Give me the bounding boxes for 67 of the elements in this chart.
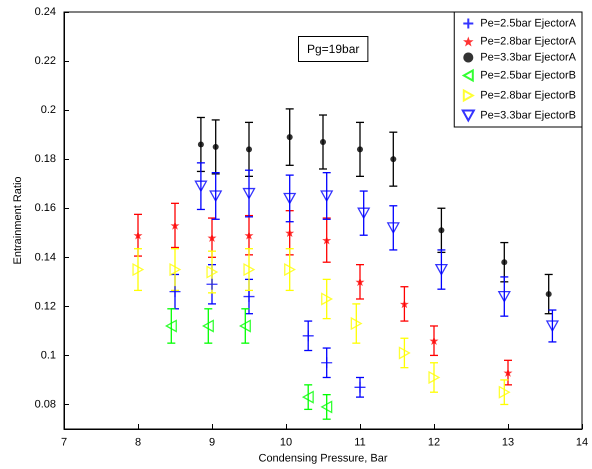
point — [302, 330, 314, 342]
point — [210, 190, 222, 202]
y-tick-label: 0.14 — [34, 251, 56, 264]
x-axis-title: Condensing Pressure, Bar — [258, 452, 388, 464]
y-tick-label: 0.22 — [34, 55, 56, 68]
point — [132, 263, 144, 276]
point — [212, 144, 219, 150]
point — [320, 356, 333, 369]
point — [350, 317, 362, 330]
x-tick-label: 13 — [502, 436, 514, 448]
annotation: Pg=19bar — [307, 42, 360, 56]
y-tick-label: 0.16 — [34, 202, 56, 214]
point — [206, 278, 218, 290]
y-tick-label: 0.24 — [34, 6, 56, 18]
point — [501, 259, 508, 266]
legend-label: Pe=3.3bar EjectorA — [480, 52, 577, 64]
x-tick-label: 8 — [134, 436, 142, 448]
point — [435, 264, 448, 276]
x-tick-label: 11 — [354, 436, 366, 448]
point — [302, 390, 314, 404]
legend-label: Pe=2.5bar EjectorB — [480, 70, 576, 82]
x-tick-label: 9 — [208, 436, 216, 448]
point — [320, 139, 326, 146]
point — [242, 290, 256, 303]
legend-label: Pe=3.3bar EjectorB — [480, 110, 576, 122]
point — [243, 263, 255, 276]
point — [194, 180, 208, 192]
point — [438, 227, 444, 234]
point — [354, 381, 366, 394]
point — [498, 386, 510, 398]
legend-label: Pe=2.8bar EjectorB — [480, 90, 576, 102]
point — [284, 263, 296, 276]
point — [390, 156, 396, 162]
point — [357, 146, 363, 152]
y-tick-label: 0.08 — [34, 398, 56, 410]
point — [546, 291, 552, 298]
point — [387, 222, 400, 234]
point — [242, 188, 256, 200]
point — [168, 285, 182, 298]
point — [284, 192, 296, 204]
legend-label: Pe=2.8bar EjectorA — [480, 36, 577, 48]
y-axis-title: Entrainment Ratio — [12, 176, 24, 265]
point — [321, 400, 332, 414]
y-tick-label: 0.1 — [40, 349, 56, 362]
point — [358, 208, 370, 219]
point — [169, 263, 181, 276]
legend-label: Pe=2.5bar EjectorA — [480, 18, 577, 30]
y-tick-label: 0.2 — [40, 104, 56, 116]
x-tick-label: 10 — [280, 436, 292, 448]
point — [206, 266, 218, 278]
point — [286, 134, 293, 140]
point — [321, 292, 332, 306]
point — [398, 346, 410, 360]
y-tick-label: 0.18 — [34, 153, 56, 166]
x-tick-label: 12 — [428, 436, 440, 448]
point — [202, 320, 214, 332]
x-tick-label: 7 — [60, 436, 68, 448]
point — [546, 320, 559, 332]
point — [166, 320, 177, 332]
point — [240, 320, 251, 332]
x-tick-label: 14 — [576, 436, 588, 448]
point — [428, 371, 440, 384]
point — [198, 141, 204, 148]
point — [498, 290, 510, 302]
point — [246, 146, 252, 152]
point — [320, 190, 333, 202]
y-tick-label: 0.12 — [34, 300, 56, 312]
